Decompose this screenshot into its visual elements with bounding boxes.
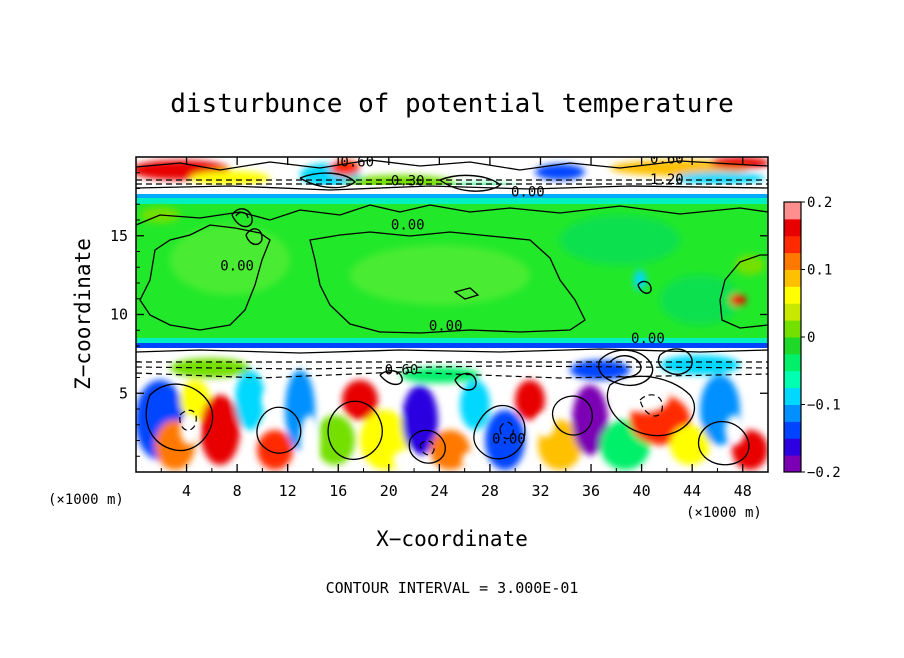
chart-title: disturbunce of potential temperature bbox=[170, 89, 734, 119]
x-tick-label: 28 bbox=[481, 482, 499, 500]
colorbar-segment bbox=[784, 353, 801, 372]
dashed-contour-8 bbox=[499, 421, 514, 440]
contour-label: 0.00 bbox=[511, 184, 545, 200]
x-tick-label: 32 bbox=[531, 482, 549, 500]
contour-lower-band bbox=[136, 348, 768, 354]
contour-small-cell bbox=[453, 287, 480, 300]
contour-label: 0.60 bbox=[340, 154, 374, 170]
contour-label: 0.00 bbox=[492, 432, 526, 448]
cluster-3 bbox=[657, 348, 693, 376]
x-tick-label: 24 bbox=[430, 482, 448, 500]
contour-bl-c bbox=[327, 400, 383, 461]
y-tick-label: 15 bbox=[110, 227, 128, 245]
dense-contour-clusters bbox=[231, 172, 693, 391]
colorbar-segment bbox=[784, 202, 801, 220]
contour-label: 0.60 bbox=[385, 362, 419, 378]
contour-bl-f bbox=[697, 420, 750, 466]
contour-label: 0.30 bbox=[391, 173, 425, 189]
cluster-2 bbox=[598, 349, 654, 387]
upper-cyan-band bbox=[136, 198, 768, 204]
y-tick-label: 10 bbox=[110, 306, 128, 324]
contour-bl-g bbox=[408, 429, 446, 464]
contour-top-wave bbox=[136, 159, 768, 171]
dashed-contour-7 bbox=[419, 440, 435, 456]
colorbar-segment bbox=[784, 370, 801, 389]
colorbar-tick-label: −0.2 bbox=[807, 465, 841, 481]
contour-label: 0.00 bbox=[631, 331, 665, 347]
colorbar-ticks: 0.2 0.1 0 −0.1 −0.2 bbox=[801, 195, 841, 481]
x-tick-label: 12 bbox=[279, 482, 297, 500]
contour-interval-note: CONTOUR INTERVAL = 3.000E-01 bbox=[326, 579, 579, 597]
cluster-4 bbox=[454, 372, 477, 391]
x-ticks: 4 8 12 16 20 24 28 32 36 40 44 48 bbox=[160, 157, 752, 500]
lower-blue-band bbox=[136, 343, 768, 348]
colorbar-segment bbox=[784, 404, 801, 422]
upper-blue-band bbox=[136, 194, 768, 198]
upper-white-band bbox=[136, 185, 768, 194]
y-axis-label: Z−coordinate bbox=[71, 238, 95, 390]
x-tick-label: 8 bbox=[233, 482, 242, 500]
cluster-7 bbox=[439, 174, 502, 192]
colorbar-segment bbox=[784, 235, 801, 254]
colorbar-segment bbox=[784, 320, 801, 338]
colorbar-segment bbox=[784, 421, 801, 439]
dashed-contour-4 bbox=[136, 365, 768, 370]
colorbar-segment bbox=[784, 269, 801, 287]
colorbar-tick-label: −0.1 bbox=[807, 398, 841, 414]
contour-label: 1.20 bbox=[650, 172, 684, 188]
colorbar-segment bbox=[784, 337, 801, 355]
x-tick-label: 20 bbox=[380, 482, 398, 500]
lower-white-band bbox=[136, 348, 768, 358]
x-tick-label: 40 bbox=[633, 482, 651, 500]
contour-bl-h bbox=[551, 395, 593, 436]
x-tick-label: 16 bbox=[329, 482, 347, 500]
x-axis-label: X−coordinate bbox=[376, 527, 528, 551]
contour-upper-band bbox=[136, 185, 768, 191]
contour-bl-b bbox=[256, 406, 302, 454]
colorbar bbox=[783, 201, 802, 473]
contour-lines bbox=[136, 159, 768, 466]
contour-bl-d bbox=[473, 404, 526, 460]
y-tick-label: 5 bbox=[119, 384, 128, 402]
cluster-5 bbox=[637, 280, 652, 294]
x-tick-label: 48 bbox=[734, 482, 752, 500]
cluster-6 bbox=[379, 370, 403, 386]
x-axis-unit-right: (×1000 m) bbox=[686, 505, 762, 521]
colorbar-segment bbox=[784, 303, 801, 321]
dashed-contour-9 bbox=[639, 394, 663, 417]
x-tick-label: 4 bbox=[182, 482, 191, 500]
colorbar-segment bbox=[784, 455, 801, 473]
contour-bl-a bbox=[145, 383, 214, 452]
colorbar-segment bbox=[784, 218, 801, 237]
colorbar-segment bbox=[784, 252, 801, 270]
contour-label: 0.00 bbox=[391, 217, 425, 233]
contour-zero-central-basin bbox=[309, 231, 586, 334]
contour-label: 0.00 bbox=[220, 258, 254, 274]
colorbar-segment bbox=[784, 286, 801, 304]
x-axis-unit-left: (×1000 m) bbox=[48, 492, 124, 508]
mid-layer-variations bbox=[140, 207, 765, 325]
contour-zero-right bbox=[719, 254, 768, 329]
cluster-1 bbox=[231, 208, 263, 246]
y-ticks: 5 10 15 bbox=[110, 172, 768, 457]
contour-label: 0.60 bbox=[650, 151, 684, 167]
x-tick-label: 44 bbox=[683, 482, 701, 500]
lower-cyan-band bbox=[136, 338, 768, 343]
colorbar-tick-label: 0 bbox=[807, 330, 815, 346]
plot-area: 0.60 0.30 0.60 1.20 0.00 0.00 0.00 0.00 0.00 0.60… bbox=[136, 151, 768, 472]
contour-label: 0.00 bbox=[429, 318, 463, 334]
colorbar-tick-label: 0.1 bbox=[807, 263, 832, 279]
x-tick-label: 36 bbox=[582, 482, 600, 500]
contour-zero-upper bbox=[136, 204, 768, 226]
contour-zero-left-basin bbox=[139, 224, 271, 331]
contour-labels: 0.60 0.30 0.60 1.20 0.00 0.00 0.00 0.00 0.00 0.60… bbox=[220, 151, 684, 448]
cluster-8 bbox=[299, 172, 357, 189]
colorbar-segment bbox=[784, 387, 801, 405]
colorbar-tick-label: 0.2 bbox=[807, 195, 832, 211]
colorbar-segment bbox=[784, 438, 801, 456]
